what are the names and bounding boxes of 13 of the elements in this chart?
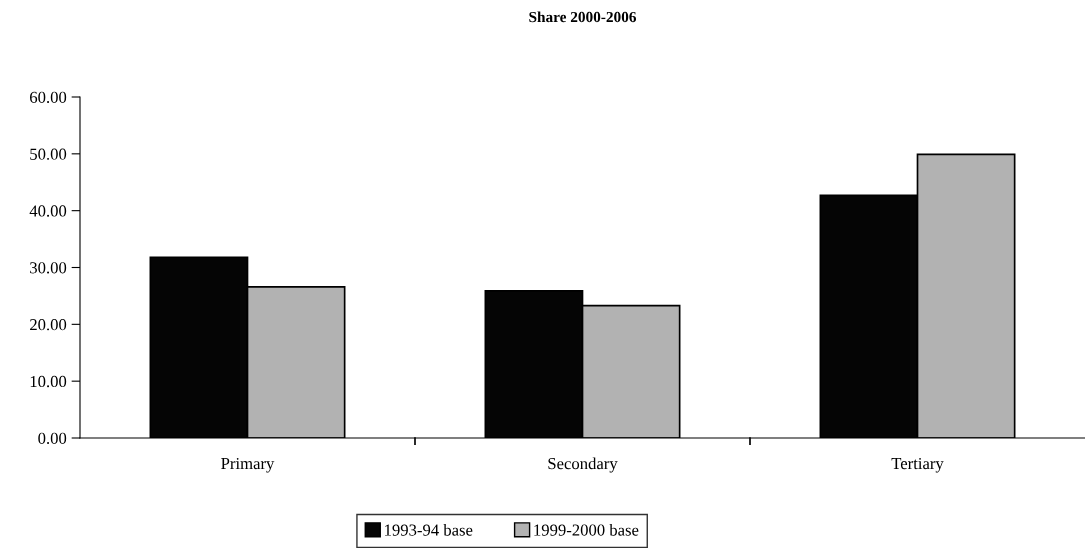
- y-tick-label: 10.00: [30, 375, 67, 388]
- y-tick-label: 20.00: [30, 319, 67, 331]
- y-tick-label: 60.00: [30, 91, 67, 104]
- y-tick-label: 30.00: [30, 262, 67, 274]
- x-tick-label: Primary: [221, 457, 275, 473]
- chart-title: Share 2000-2006: [529, 11, 637, 23]
- y-tick-label: 0.00: [38, 432, 67, 445]
- x-tick-label: Secondary: [548, 457, 618, 473]
- y-tick-label: 40.00: [29, 205, 67, 217]
- legend-label: 1993-94 base: [385, 523, 473, 536]
- legend-label: 1999-2000 base: [534, 523, 639, 536]
- x-tick-label: Tertiary: [891, 457, 944, 473]
- y-tick-label: 50.00: [30, 148, 67, 160]
